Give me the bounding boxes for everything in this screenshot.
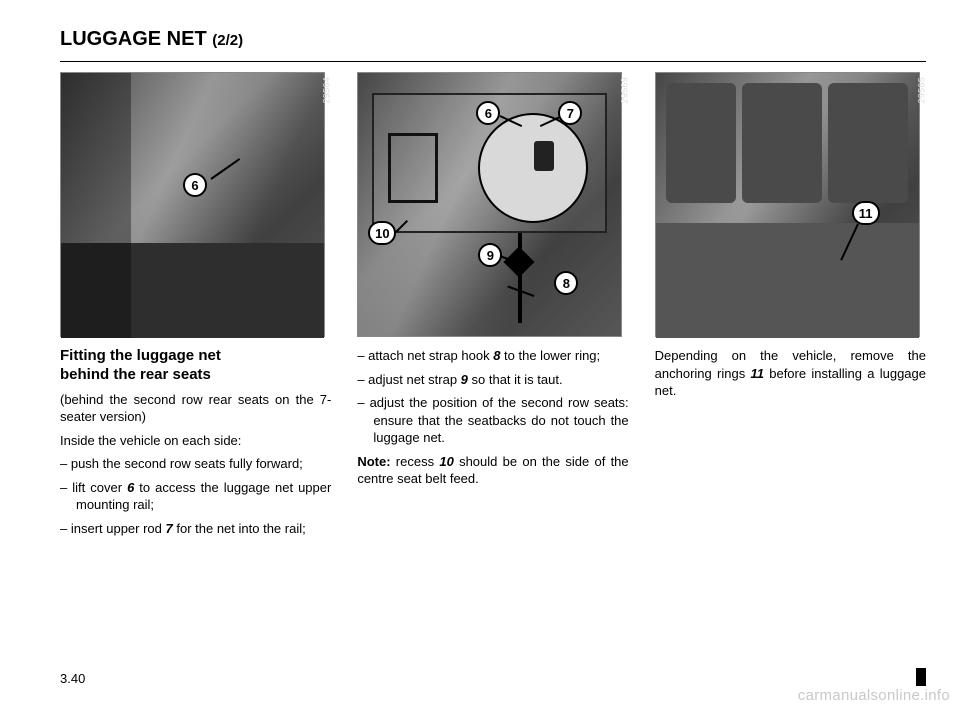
- callout-6: 6: [183, 173, 207, 197]
- page-number: 3.40: [60, 671, 85, 686]
- column-2: 29569 6 7 10 9 8 attach net strap hook 8…: [357, 72, 628, 543]
- figure-2-number: 29569: [619, 77, 629, 104]
- column-1: 29564 6 Fitting the luggage net behind t…: [60, 72, 331, 543]
- fig3-seat-r: [828, 83, 908, 203]
- figure-3-number: 29565: [917, 77, 927, 104]
- col2-li1: attach net strap hook 8 to the lower rin…: [357, 347, 628, 365]
- col1-paren: (behind the second row rear seats on the…: [60, 391, 331, 426]
- fig3-seat-l: [666, 83, 736, 203]
- fig2-recess: [388, 133, 438, 203]
- col1-subhead: Fitting the luggage net behind the rear …: [60, 347, 331, 385]
- callout-11: 11: [852, 201, 880, 225]
- fig3-seat-m: [742, 83, 822, 203]
- callout-10: 10: [368, 221, 396, 245]
- manual-page: LUGGAGE NET (2/2) 29564 6 Fitting the lu…: [0, 0, 960, 710]
- figure-2: 29569 6 7 10 9 8: [357, 72, 622, 337]
- watermark: carmanualsonline.info: [798, 687, 950, 704]
- fig2-inset-hook: [534, 141, 554, 171]
- col1-lead: Inside the vehicle on each side:: [60, 432, 331, 450]
- columns: 29564 6 Fitting the luggage net behind t…: [60, 72, 926, 543]
- crop-mark: [916, 668, 926, 686]
- figure-1-number: 29564: [322, 77, 332, 104]
- fig2-inset: [478, 113, 588, 223]
- col1-list: push the second row seats fully forward;…: [60, 455, 331, 537]
- col2-li3: adjust the position of the second row se…: [357, 394, 628, 447]
- col1-li2: lift cover 6 to access the luggage net u…: [60, 479, 331, 514]
- col3-para: Depending on the vehicle, remove the anc…: [655, 347, 926, 400]
- title-divider: [60, 61, 926, 62]
- col1-li1: push the second row seats fully forward;: [60, 455, 331, 473]
- title-main: LUGGAGE NET: [60, 28, 207, 50]
- title-sub: (2/2): [212, 32, 243, 49]
- figure-3: 29565 11: [655, 72, 920, 337]
- col1-li3: insert upper rod 7 for the net into the …: [60, 520, 331, 538]
- col2-list: attach net strap hook 8 to the lower rin…: [357, 347, 628, 447]
- column-3: 29565 11 Depending on the vehicle, remov…: [655, 72, 926, 543]
- page-title: LUGGAGE NET (2/2): [60, 28, 926, 51]
- col2-note: Note: recess 10 should be on the side of…: [357, 453, 628, 488]
- fig3-floor: [656, 223, 919, 338]
- fig1-pillar: [61, 73, 131, 338]
- col2-li2: adjust net strap 9 so that it is taut.: [357, 371, 628, 389]
- figure-1: 29564 6: [60, 72, 325, 337]
